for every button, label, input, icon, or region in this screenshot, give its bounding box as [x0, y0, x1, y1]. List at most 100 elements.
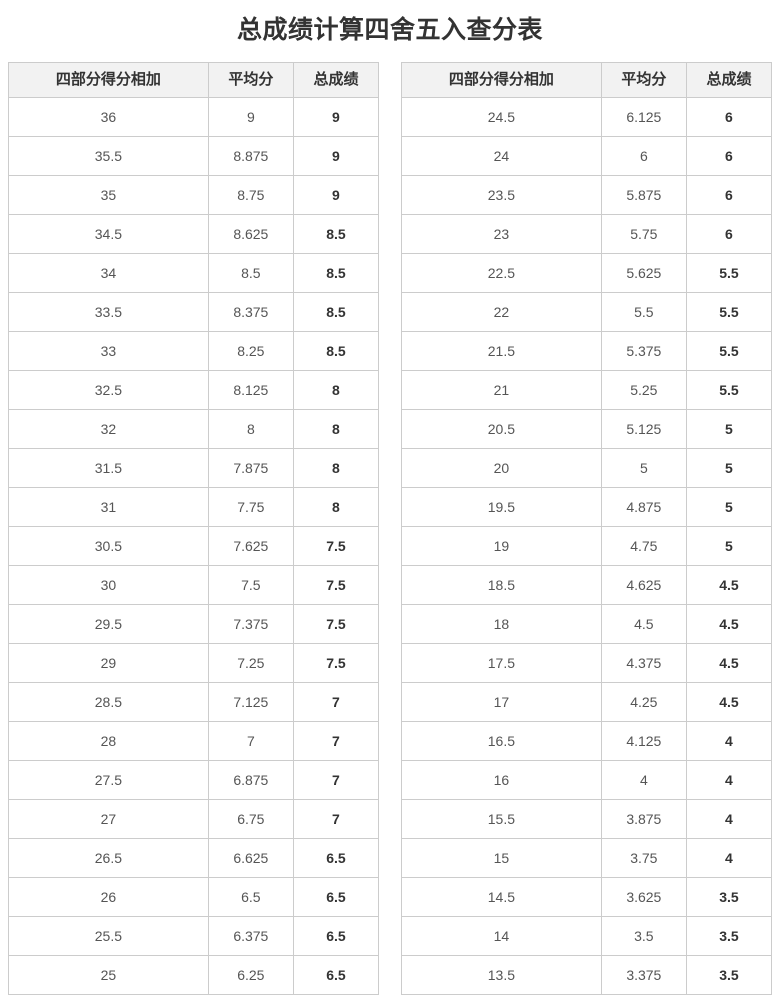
cell-sum: 28.5 [8, 682, 209, 722]
cell-total: 6 [685, 136, 773, 176]
table-row: 33 8.25 8.5 [8, 331, 380, 371]
column-header: 平均分 [600, 62, 687, 98]
table-row: 28.5 7.125 7 [8, 682, 380, 722]
cell-total: 7.5 [292, 604, 380, 644]
cell-average: 7.5 [207, 565, 294, 605]
cell-total: 3.5 [685, 955, 773, 995]
cell-total: 4.5 [685, 643, 773, 683]
table-row: 25.5 6.375 6.5 [8, 916, 380, 956]
cell-sum: 14 [401, 916, 602, 956]
cell-average: 6 [600, 136, 687, 176]
cell-total: 7.5 [292, 526, 380, 566]
table-row: 13.5 3.375 3.5 [401, 955, 773, 995]
cell-average: 5.5 [600, 292, 687, 332]
cell-average: 5 [600, 448, 687, 488]
column-header: 总成绩 [685, 62, 773, 98]
cell-average: 6.125 [600, 97, 687, 137]
cell-average: 4.375 [600, 643, 687, 683]
column-header: 四部分得分相加 [401, 62, 602, 98]
cell-total: 9 [292, 136, 380, 176]
tables-container: 四部分得分相加 平均分 总成绩 36 9 9 35.5 8.875 9 35 8.75 9 34.5 8… [0, 62, 780, 997]
cell-sum: 32.5 [8, 370, 209, 410]
cell-total: 6 [685, 175, 773, 215]
cell-average: 4.875 [600, 487, 687, 527]
cell-total: 5.5 [685, 253, 773, 293]
score-lookup-table-left: 四部分得分相加 平均分 总成绩 36 9 9 35.5 8.875 9 35 8.75 9 34.5 8… [8, 62, 380, 995]
cell-sum: 33.5 [8, 292, 209, 332]
cell-sum: 21.5 [401, 331, 602, 371]
table-row: 22 5.5 5.5 [401, 292, 773, 332]
table-row: 23 5.75 6 [401, 214, 773, 254]
cell-sum: 28 [8, 721, 209, 761]
cell-average: 8.625 [207, 214, 294, 254]
cell-sum: 21 [401, 370, 602, 410]
cell-total: 4.5 [685, 604, 773, 644]
cell-average: 4.25 [600, 682, 687, 722]
table-row: 18 4.5 4.5 [401, 604, 773, 644]
cell-average: 3.5 [600, 916, 687, 956]
table-row: 22.5 5.625 5.5 [401, 253, 773, 293]
cell-total: 6 [685, 214, 773, 254]
table-row: 18.5 4.625 4.5 [401, 565, 773, 605]
cell-sum: 18 [401, 604, 602, 644]
cell-average: 3.75 [600, 838, 687, 878]
table-row: 16.5 4.125 4 [401, 721, 773, 761]
cell-average: 7.375 [207, 604, 294, 644]
cell-average: 4.625 [600, 565, 687, 605]
cell-average: 5.25 [600, 370, 687, 410]
table-row: 33.5 8.375 8.5 [8, 292, 380, 332]
cell-average: 6.375 [207, 916, 294, 956]
table-row: 31 7.75 8 [8, 487, 380, 527]
cell-total: 6.5 [292, 955, 380, 995]
cell-sum: 15 [401, 838, 602, 878]
cell-sum: 33 [8, 331, 209, 371]
cell-total: 8 [292, 409, 380, 449]
cell-average: 5.75 [600, 214, 687, 254]
table-row: 24 6 6 [401, 136, 773, 176]
cell-sum: 22.5 [401, 253, 602, 293]
cell-average: 3.625 [600, 877, 687, 917]
cell-total: 8 [292, 448, 380, 488]
cell-average: 8.5 [207, 253, 294, 293]
cell-total: 9 [292, 97, 380, 137]
cell-total: 7 [292, 799, 380, 839]
cell-average: 8.125 [207, 370, 294, 410]
cell-total: 4 [685, 760, 773, 800]
cell-average: 6.5 [207, 877, 294, 917]
cell-average: 8.25 [207, 331, 294, 371]
cell-sum: 29.5 [8, 604, 209, 644]
cell-sum: 36 [8, 97, 209, 137]
table-row: 21.5 5.375 5.5 [401, 331, 773, 371]
cell-total: 8.5 [292, 331, 380, 371]
cell-sum: 32 [8, 409, 209, 449]
table-row: 21 5.25 5.5 [401, 370, 773, 410]
table-row: 20.5 5.125 5 [401, 409, 773, 449]
cell-average: 5.875 [600, 175, 687, 215]
table-row: 17 4.25 4.5 [401, 682, 773, 722]
cell-total: 3.5 [685, 877, 773, 917]
table-row: 30.5 7.625 7.5 [8, 526, 380, 566]
cell-average: 7.75 [207, 487, 294, 527]
cell-sum: 24.5 [401, 97, 602, 137]
table-row: 32 8 8 [8, 409, 380, 449]
cell-average: 4.125 [600, 721, 687, 761]
column-header: 平均分 [207, 62, 294, 98]
cell-sum: 15.5 [401, 799, 602, 839]
cell-total: 8 [292, 487, 380, 527]
cell-total: 6.5 [292, 838, 380, 878]
table-row: 15 3.75 4 [401, 838, 773, 878]
table-row: 31.5 7.875 8 [8, 448, 380, 488]
table-row: 29 7.25 7.5 [8, 643, 380, 683]
cell-average: 6.625 [207, 838, 294, 878]
cell-sum: 25 [8, 955, 209, 995]
table-row: 34 8.5 8.5 [8, 253, 380, 293]
cell-sum: 24 [401, 136, 602, 176]
cell-total: 8 [292, 370, 380, 410]
cell-sum: 30 [8, 565, 209, 605]
cell-total: 7 [292, 682, 380, 722]
table-row: 19 4.75 5 [401, 526, 773, 566]
cell-total: 5.5 [685, 370, 773, 410]
cell-total: 4 [685, 838, 773, 878]
cell-total: 8.5 [292, 292, 380, 332]
table-row: 26.5 6.625 6.5 [8, 838, 380, 878]
